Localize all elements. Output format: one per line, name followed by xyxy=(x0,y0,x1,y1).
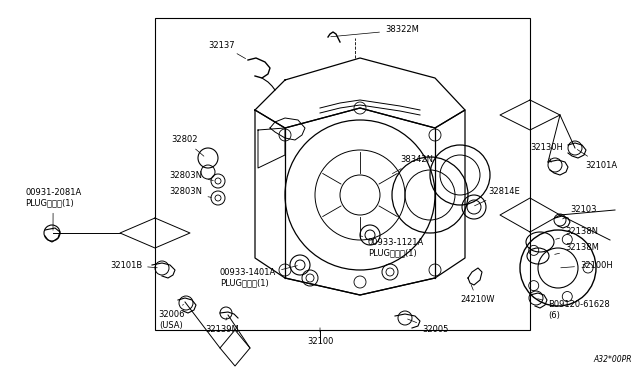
Text: 32005: 32005 xyxy=(408,319,449,334)
Text: 32100H: 32100H xyxy=(561,260,612,269)
Text: 32101A: 32101A xyxy=(577,150,617,170)
Text: 32814E: 32814E xyxy=(474,187,520,206)
Text: 32006
(USA): 32006 (USA) xyxy=(159,304,185,330)
Text: 38322M: 38322M xyxy=(331,26,419,37)
Text: 32803N: 32803N xyxy=(170,170,213,180)
Text: 00933-1401A
PLUGプラグ(1): 00933-1401A PLUGプラグ(1) xyxy=(220,266,298,288)
Text: A32*00PR: A32*00PR xyxy=(593,355,632,364)
Text: 38342N: 38342N xyxy=(392,155,433,174)
Text: 32101B: 32101B xyxy=(110,260,157,269)
Text: 00933-1121A
PLUGプラグ(1): 00933-1121A PLUGプラグ(1) xyxy=(360,236,424,258)
Text: 32803N: 32803N xyxy=(170,187,211,198)
Text: 32137: 32137 xyxy=(209,41,246,59)
Text: 00931-2081A
PLUGプラグ(1): 00931-2081A PLUGプラグ(1) xyxy=(25,188,81,230)
Text: 32100: 32100 xyxy=(307,328,333,346)
Text: 32138N: 32138N xyxy=(556,228,598,239)
Text: 32103: 32103 xyxy=(563,205,596,219)
Text: 24210W: 24210W xyxy=(460,285,495,305)
Text: 32138M: 32138M xyxy=(555,244,599,254)
Text: 32130H: 32130H xyxy=(530,144,563,162)
Text: 32802: 32802 xyxy=(172,135,204,156)
Text: B09120-61628
(6): B09120-61628 (6) xyxy=(538,299,610,320)
Bar xyxy=(155,18,530,330)
Text: 32139M: 32139M xyxy=(205,318,239,334)
